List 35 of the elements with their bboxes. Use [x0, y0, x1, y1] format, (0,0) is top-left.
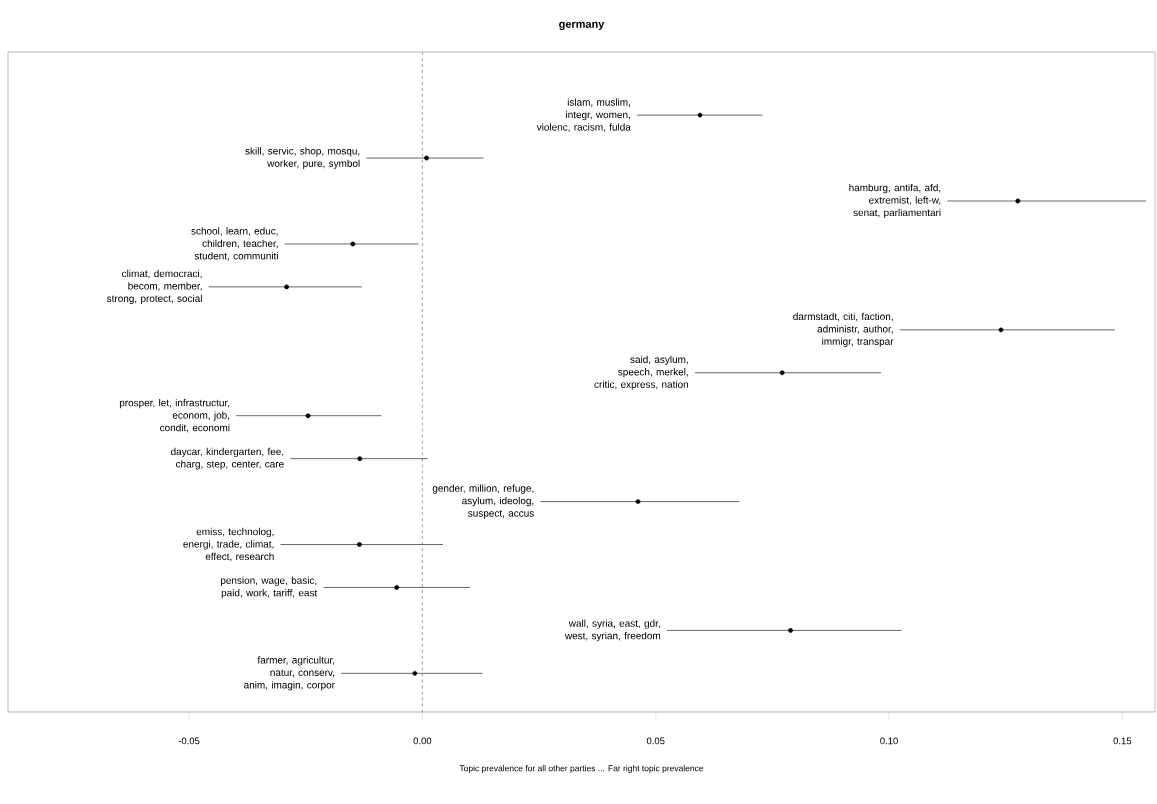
y-tick-label: farmer, agricultur, natur, conserv, anim, imagin, corpor — [244, 656, 335, 691]
y-tick-label: islam, muslim, integr, women, violenc, racism, fulda — [536, 98, 631, 132]
point — [394, 585, 400, 590]
point — [284, 284, 289, 290]
y-tick-label: daycar, kindergarten, fee, charg, step, center, care — [171, 447, 284, 470]
point — [356, 542, 362, 547]
point — [424, 155, 429, 161]
y-tick-label: pension, wage, basic, paid, work, tariff, east — [220, 576, 318, 599]
y-tick-label: hamburg, antifa, afd, extremist, left-w, senat, parliamentari — [849, 183, 941, 219]
point — [1015, 198, 1021, 204]
point — [779, 370, 785, 376]
chart-title: germany — [559, 21, 605, 31]
y-tick-label: said, asylum, speech, merkel, critic, express, nation — [594, 355, 689, 390]
y-tick-label: wall, syria, east, gdr, west, syrian, freedom — [564, 619, 661, 642]
y-tick-label: darmstadt, citi, faction, administr, author, immigr, transpar — [793, 312, 894, 347]
point — [350, 241, 356, 247]
x-axis-title: Topic prevalence for all other parties ... Far right topic prevalence — [459, 765, 704, 773]
y-tick-label: emiss, technolog, energi, trade, climat, effect, research — [183, 527, 274, 562]
x-tick-label: -0.05 — [178, 737, 200, 745]
y-tick-label: gender, million, refuge, asylum, ideolog, suspect, accus — [432, 484, 534, 519]
point — [305, 413, 311, 419]
point — [635, 499, 641, 504]
y-tick-label: prosper, let, infrastructur, econom, job, condit, economi — [119, 399, 230, 433]
point — [412, 670, 418, 676]
point — [357, 456, 363, 462]
y-tick-label: school, learn, educ, children, teacher, student, communiti — [191, 227, 278, 261]
point — [788, 628, 793, 633]
y-tick-label: climat, democraci, becom, member, strong, protect, social — [106, 269, 202, 304]
x-tick-label: 0.15 — [1113, 737, 1132, 745]
point — [697, 112, 703, 118]
y-tick-label: skill, servic, shop, mosqu, worker, pure, symbol — [245, 147, 360, 169]
x-tick-label: 0.00 — [413, 737, 432, 745]
point — [998, 327, 1004, 333]
x-tick-label: 0.05 — [646, 737, 665, 745]
x-tick-label: 0.10 — [880, 737, 898, 745]
